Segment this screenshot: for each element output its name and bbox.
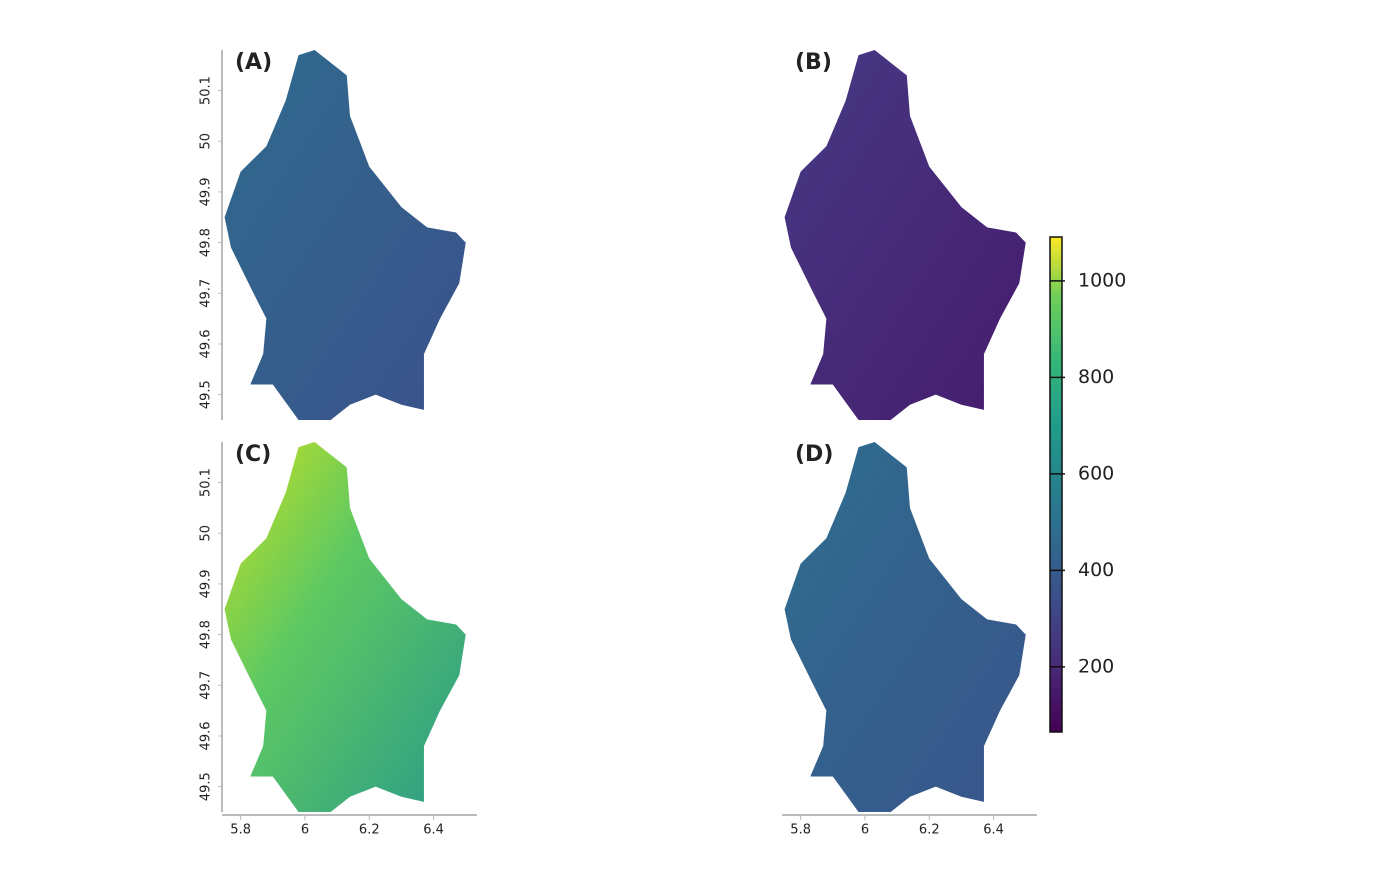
y-tick-label: 49.5 — [199, 772, 214, 801]
y-tick-label: 49.5 — [199, 380, 214, 409]
colorbar — [1049, 236, 1063, 733]
x-tick-label: 5.8 — [230, 823, 251, 838]
x-tick-label: 6.2 — [919, 823, 940, 838]
y-tick-label: 49.7 — [199, 671, 214, 700]
y-tick-label: 49.6 — [199, 329, 214, 358]
x-tick-label: 6.4 — [423, 823, 444, 838]
raster-map — [784, 442, 1026, 812]
y-tick-label: 49.8 — [199, 228, 214, 257]
x-tick-label: 6.4 — [983, 823, 1004, 838]
y-tick-label: 49.9 — [199, 569, 214, 598]
y-tick-label: 50 — [199, 133, 214, 150]
y-tick-label: 50.1 — [199, 468, 214, 497]
x-tick-label: 6 — [301, 823, 309, 838]
x-tick-label: 6.2 — [359, 823, 380, 838]
colorbar-tick-label: 400 — [1078, 559, 1114, 581]
y-tick-label: 49.8 — [199, 620, 214, 649]
raster-map — [224, 442, 466, 812]
y-tick-label: 50.1 — [199, 76, 214, 105]
panel-label: (A) — [235, 50, 272, 75]
colorbar-tick-label: 200 — [1078, 655, 1114, 677]
y-tick-label: 49.6 — [199, 721, 214, 750]
colorbar-tick-label: 600 — [1078, 462, 1114, 484]
panel-label: (B) — [795, 50, 832, 75]
y-tick-label: 49.9 — [199, 177, 214, 206]
y-tick-label: 50 — [199, 525, 214, 542]
raster-map — [224, 50, 466, 420]
y-tick-label: 49.7 — [199, 279, 214, 308]
x-tick-label: 5.8 — [790, 823, 811, 838]
panel-label: (D) — [795, 442, 833, 467]
raster-map — [784, 50, 1026, 420]
colorbar-tick-label: 800 — [1078, 366, 1114, 388]
panel-label: (C) — [235, 442, 271, 467]
colorbar-tick-label: 1000 — [1078, 269, 1126, 291]
x-tick-label: 6 — [861, 823, 869, 838]
